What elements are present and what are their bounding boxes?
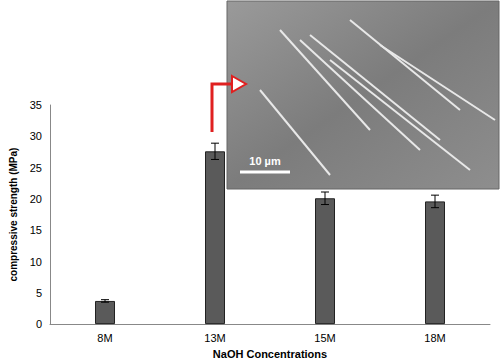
svg-text:35: 35 <box>30 99 42 111</box>
svg-text:8M: 8M <box>97 332 112 344</box>
svg-text:5: 5 <box>36 287 42 299</box>
svg-text:18M: 18M <box>424 332 445 344</box>
svg-text:0: 0 <box>36 318 42 330</box>
svg-text:25: 25 <box>30 162 42 174</box>
svg-text:20: 20 <box>30 193 42 205</box>
svg-text:15M: 15M <box>314 332 335 344</box>
svg-text:30: 30 <box>30 130 42 142</box>
svg-text:NaOH Concentrations: NaOH Concentrations <box>213 348 327 360</box>
svg-text:compressive strength (MPa): compressive strength (MPa) <box>8 148 19 282</box>
svg-text:15: 15 <box>30 224 42 236</box>
svg-text:13M: 13M <box>204 332 225 344</box>
svg-text:10 µm: 10 µm <box>249 155 281 167</box>
svg-text:10: 10 <box>30 256 42 268</box>
